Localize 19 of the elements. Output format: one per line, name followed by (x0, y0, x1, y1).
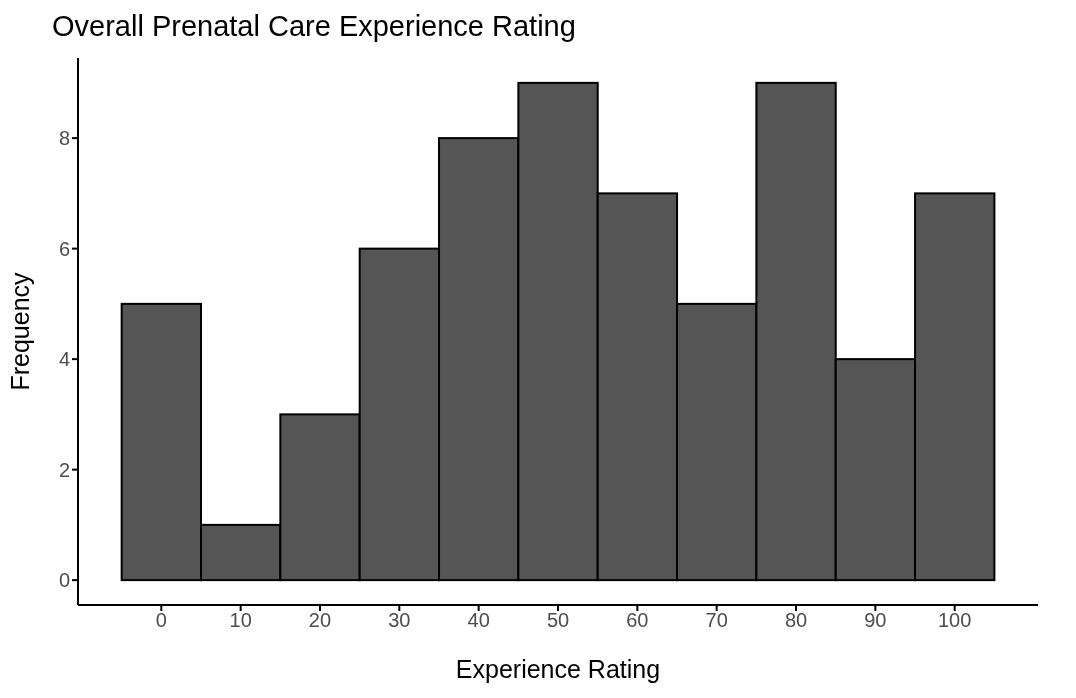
x-tick-label: 100 (938, 609, 972, 632)
x-tick-label: 60 (626, 609, 649, 632)
x-tick-label: 70 (705, 609, 728, 632)
x-tick-label: 80 (784, 609, 808, 632)
chart-title: Overall Prenatal Care Experience Rating (52, 10, 576, 43)
y-tick-label: 0 (58, 569, 70, 592)
x-tick-label: 20 (308, 609, 332, 632)
y-tick-label: 8 (58, 127, 70, 150)
y-tick-label: 6 (58, 237, 70, 260)
x-tick-label: 10 (229, 609, 252, 632)
x-tick-label: 50 (546, 609, 570, 632)
y-tick-label: 2 (58, 458, 70, 481)
y-tick-label: 4 (58, 348, 70, 371)
x-axis-title: Experience Rating (455, 655, 661, 683)
x-tick-label: 30 (388, 609, 411, 632)
y-axis-title: Frequency (5, 271, 34, 391)
x-tick-label: 40 (467, 609, 490, 632)
x-tick-label: 90 (864, 609, 887, 632)
x-tick-label: 0 (155, 609, 167, 632)
